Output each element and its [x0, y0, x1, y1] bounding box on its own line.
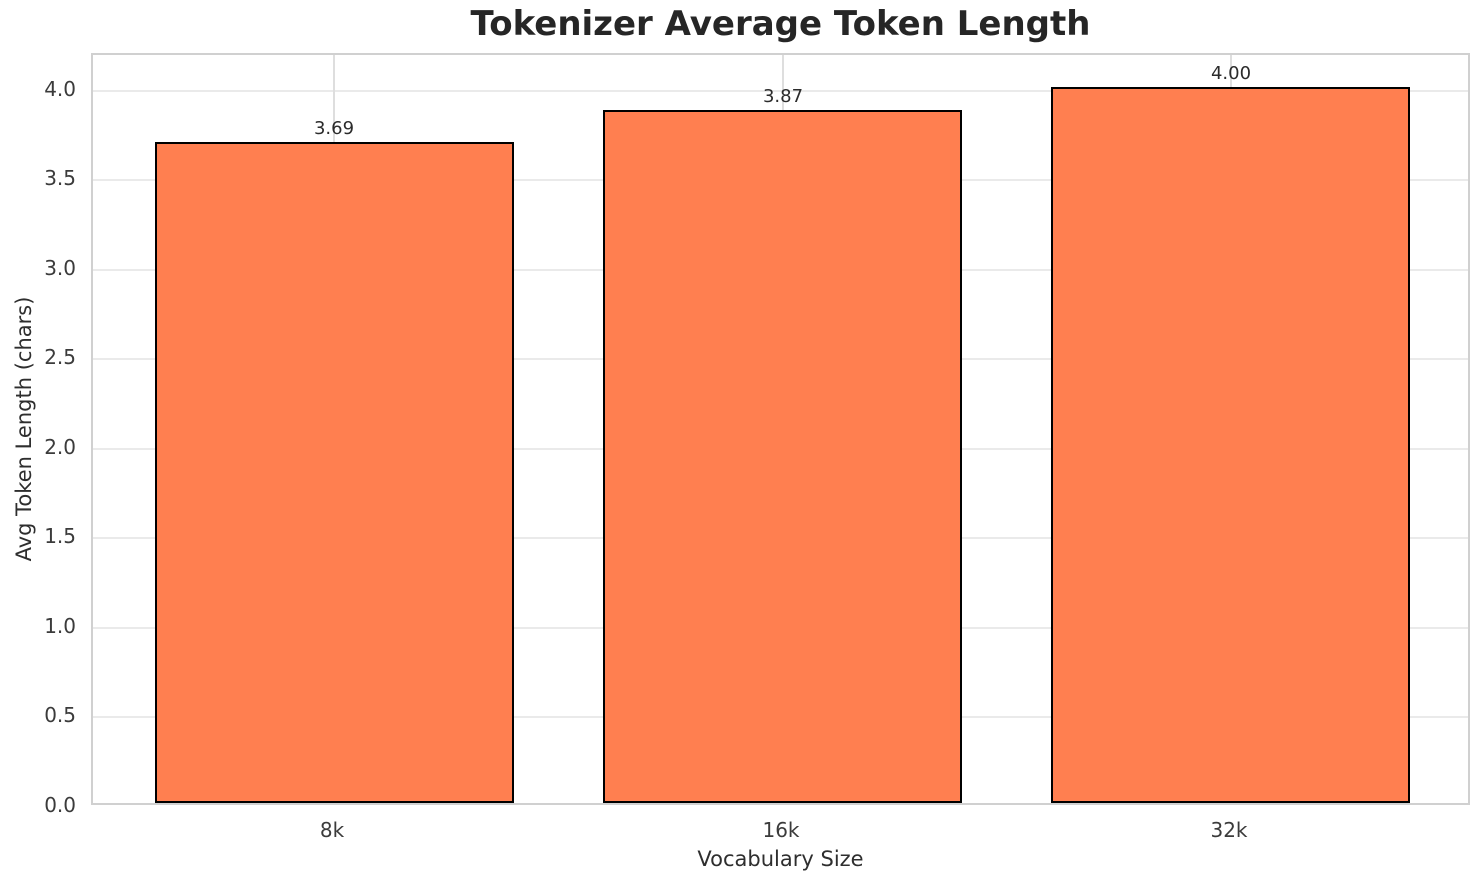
y-tick-label: 1.5: [44, 524, 76, 548]
bar-value-label: 3.87: [762, 86, 804, 107]
y-tick-label: 1.0: [44, 614, 76, 638]
plot-area: 3.69 3.87 4.00: [91, 53, 1470, 805]
y-tick-label: 4.0: [44, 77, 76, 101]
y-axis-label: Avg Token Length (chars): [12, 296, 36, 562]
x-axis-label: Vocabulary Size: [697, 847, 864, 871]
y-tick-label: 0.5: [44, 703, 76, 727]
bar-value-label: 3.69: [313, 118, 355, 139]
y-tick-label: 0.0: [44, 793, 76, 817]
horizontal-gridline: [93, 89, 1468, 92]
bar-value-label: 4.00: [1210, 63, 1252, 84]
bar-8k: [155, 142, 514, 803]
chart-title: Tokenizer Average Token Length: [470, 4, 1091, 44]
y-tick-label: 3.0: [44, 256, 76, 280]
x-tick-label-8k: 8k: [319, 818, 345, 842]
y-tick-label: 2.0: [44, 435, 76, 459]
y-tick-label: 2.5: [44, 345, 76, 369]
bar-32k: [1051, 87, 1410, 803]
x-tick-label-32k: 32k: [1210, 818, 1248, 842]
bar-16k: [603, 110, 962, 803]
x-tick-label-16k: 16k: [762, 818, 800, 842]
y-tick-label: 3.5: [44, 166, 76, 190]
